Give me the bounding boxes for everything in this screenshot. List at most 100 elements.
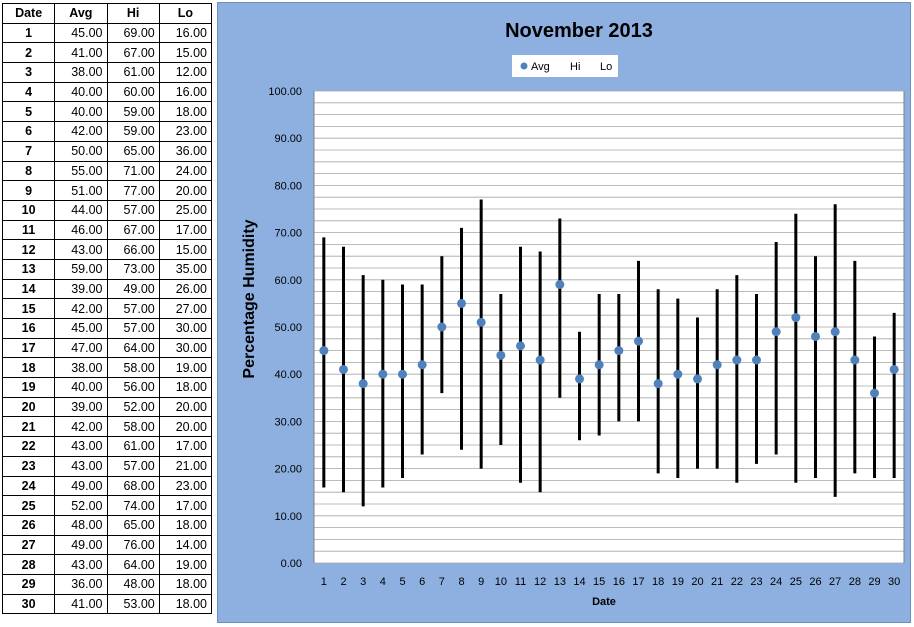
avg-point-29 xyxy=(870,388,879,398)
cell-lo: 20.00 xyxy=(158,416,213,438)
cell-lo: 35.00 xyxy=(158,258,213,280)
y-tick-label: 40.00 xyxy=(274,369,302,381)
x-tick-label: 2 xyxy=(340,576,346,588)
x-tick-label: 19 xyxy=(672,576,684,588)
y-tick-label: 90.00 xyxy=(274,133,302,145)
cell-date: 3 xyxy=(1,62,56,83)
x-tick-label: 25 xyxy=(790,576,802,588)
x-tick-label: 21 xyxy=(711,576,723,588)
cell-lo: 18.00 xyxy=(158,573,213,595)
table-body: 1 45.00 69.00 16.00 2 41.00 67.00 15.00 3 38.00 61… xyxy=(1,22,213,615)
humidity-chart: November 2013 Avg Hi Lo 0.0010.0020.0030… xyxy=(241,20,905,608)
cell-date: 24 xyxy=(1,475,56,497)
cell-hi: 57.00 xyxy=(106,455,160,477)
table-row: 15 42.00 57.00 27.00 xyxy=(1,298,213,319)
cell-hi: 74.00 xyxy=(106,495,160,516)
table-row: 22 43.00 61.00 17.00 xyxy=(1,436,213,457)
cell-avg: 55.00 xyxy=(54,160,108,182)
x-tick-label: 14 xyxy=(573,576,585,588)
x-tick-label: 4 xyxy=(380,576,386,588)
x-tick-label: 8 xyxy=(458,576,464,588)
x-tick-label: 13 xyxy=(554,576,566,588)
cell-avg: 47.00 xyxy=(54,337,108,359)
avg-point-12 xyxy=(535,355,545,365)
table-row: 12 43.00 66.00 15.00 xyxy=(1,239,213,260)
avg-point-26 xyxy=(811,331,820,341)
avg-point-10 xyxy=(496,350,506,360)
cell-avg: 38.00 xyxy=(54,62,108,83)
cell-avg: 43.00 xyxy=(54,455,108,477)
cell-lo: 26.00 xyxy=(158,278,213,300)
cell-avg: 36.00 xyxy=(54,573,108,595)
cell-lo: 30.00 xyxy=(158,318,213,339)
cell-lo: 18.00 xyxy=(158,377,213,398)
cell-hi: 66.00 xyxy=(106,239,160,260)
x-tick-label: 9 xyxy=(478,576,484,588)
cell-lo: 18.00 xyxy=(158,593,213,615)
cell-hi: 58.00 xyxy=(106,416,160,438)
table-row: 1 45.00 69.00 16.00 xyxy=(1,22,213,44)
cell-date: 8 xyxy=(1,160,56,182)
cell-date: 22 xyxy=(1,436,56,457)
cell-avg: 41.00 xyxy=(54,42,108,64)
x-tick-label: 28 xyxy=(849,576,861,588)
cell-hi: 57.00 xyxy=(106,298,160,319)
avg-point-21 xyxy=(712,360,722,370)
cell-hi: 57.00 xyxy=(106,318,160,339)
cell-hi: 64.00 xyxy=(106,554,160,575)
x-axis-label: Date xyxy=(592,596,616,608)
avg-point-15 xyxy=(594,360,604,370)
y-tick-label: 0.00 xyxy=(281,558,302,570)
cell-avg: 41.00 xyxy=(54,593,108,615)
avg-point-14 xyxy=(575,374,584,384)
x-tick-label: 18 xyxy=(652,576,664,588)
cell-date: 29 xyxy=(1,573,56,595)
cell-lo: 20.00 xyxy=(158,396,213,418)
avg-point-16 xyxy=(614,346,624,356)
avg-point-20 xyxy=(693,374,702,384)
avg-point-6 xyxy=(417,360,427,370)
cell-date: 30 xyxy=(1,593,56,615)
cell-date: 18 xyxy=(1,357,56,379)
cell-date: 11 xyxy=(1,219,56,241)
cell-date: 2 xyxy=(1,42,56,64)
header-date: Date xyxy=(1,3,56,24)
avg-point-17 xyxy=(634,336,643,346)
cell-date: 19 xyxy=(1,377,56,398)
header-hi: Hi xyxy=(106,3,160,24)
cell-avg: 42.00 xyxy=(54,298,108,319)
cell-hi: 77.00 xyxy=(106,180,160,201)
cell-hi: 59.00 xyxy=(106,101,160,123)
cell-avg: 42.00 xyxy=(54,416,108,438)
y-tick-label: 70.00 xyxy=(274,228,302,240)
x-tick-label: 5 xyxy=(399,576,405,588)
cell-avg: 46.00 xyxy=(54,219,108,241)
table-row: 25 52.00 74.00 17.00 xyxy=(1,495,213,516)
cell-hi: 69.00 xyxy=(106,22,160,44)
x-tick-label: 15 xyxy=(593,576,605,588)
avg-point-2 xyxy=(339,364,348,374)
cell-hi: 61.00 xyxy=(106,62,160,83)
y-tick-label: 50.00 xyxy=(274,322,302,334)
cell-avg: 52.00 xyxy=(54,495,108,516)
table-row: 16 45.00 57.00 30.00 xyxy=(1,318,213,339)
cell-date: 6 xyxy=(1,121,56,142)
cell-lo: 36.00 xyxy=(158,140,213,162)
cell-hi: 73.00 xyxy=(106,258,160,280)
table-row: 8 55.00 71.00 24.00 xyxy=(1,160,213,182)
avg-point-9 xyxy=(476,317,486,327)
table-row: 27 49.00 76.00 14.00 xyxy=(1,534,213,556)
table-row: 28 43.00 64.00 19.00 xyxy=(1,554,213,575)
header-avg: Avg xyxy=(54,3,108,24)
chart-title: November 2013 xyxy=(505,20,653,42)
table-row: 4 40.00 60.00 16.00 xyxy=(1,81,213,103)
cell-date: 13 xyxy=(1,258,56,280)
cell-date: 7 xyxy=(1,140,56,162)
legend-lo-label: Lo xyxy=(600,61,612,73)
table-row: 14 39.00 49.00 26.00 xyxy=(1,278,213,300)
y-tick-label: 60.00 xyxy=(274,275,302,287)
cell-hi: 67.00 xyxy=(106,219,160,241)
cell-lo: 15.00 xyxy=(158,239,213,260)
cell-lo: 15.00 xyxy=(158,42,213,64)
cell-date: 4 xyxy=(1,81,56,103)
